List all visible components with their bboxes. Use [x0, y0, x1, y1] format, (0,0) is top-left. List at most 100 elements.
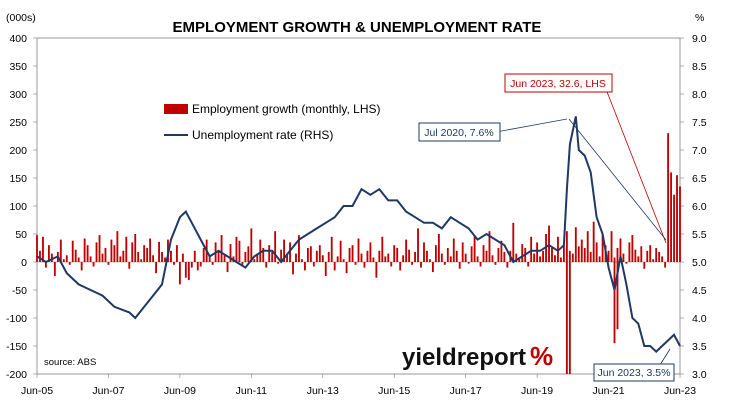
employment-bar	[378, 250, 381, 262]
employment-bar	[286, 255, 288, 262]
employment-bar	[476, 256, 479, 262]
left-tick-label: 400	[9, 33, 27, 45]
employment-bar	[640, 246, 643, 262]
employment-bar	[503, 251, 506, 262]
employment-bar	[327, 251, 330, 262]
employment-bar	[86, 245, 89, 262]
employment-bar	[339, 240, 342, 262]
employment-bar	[670, 172, 672, 262]
x-tick-label: Jun-23	[664, 385, 696, 397]
employment-bar	[607, 250, 610, 262]
left-tick-label: -50	[12, 285, 27, 297]
employment-bar	[565, 262, 568, 374]
employment-bar	[309, 246, 312, 262]
source-note: source: ABS	[44, 357, 96, 368]
employment-bar	[247, 246, 250, 262]
right-tick-label: 6.0	[692, 201, 707, 213]
annotation-jul2020: Jul 2020, 7.6%	[418, 118, 667, 241]
annotation-text: Jun 2023, 3.5%	[598, 367, 671, 379]
employment-bar	[68, 262, 71, 265]
employment-bar	[396, 248, 399, 262]
employment-bar	[610, 231, 613, 262]
employment-bar	[613, 257, 616, 262]
left-axis-label: (000s)	[6, 12, 36, 24]
employment-bar	[473, 235, 476, 262]
employment-bar	[342, 259, 345, 262]
right-tick-label: 5.5	[692, 229, 707, 241]
employment-bar	[113, 245, 116, 262]
employment-bar	[363, 262, 366, 268]
employment-bar	[652, 259, 655, 262]
employment-bar	[622, 253, 625, 262]
employment-bar	[571, 253, 574, 262]
left-tick-label: 0	[21, 257, 27, 269]
employment-bar	[137, 251, 140, 262]
employment-bar	[357, 238, 360, 262]
employment-bar	[458, 262, 461, 269]
employment-bar	[527, 262, 530, 267]
employment-bar	[217, 250, 220, 262]
employment-bar	[155, 262, 157, 274]
annotation-jun2023-rhs: Jun 2023, 3.5%	[593, 348, 675, 382]
legend-label-bars: Employment growth (monthly, LHS)	[192, 102, 381, 116]
employment-bar	[479, 262, 482, 267]
employment-bar	[470, 246, 473, 262]
employment-bar	[122, 250, 125, 262]
employment-bar	[315, 250, 318, 262]
employment-bar	[39, 250, 41, 262]
employment-bar	[235, 236, 238, 262]
annotation-leader	[659, 348, 671, 366]
employment-bar	[241, 262, 244, 265]
employment-bar	[387, 253, 390, 262]
employment-bar	[244, 251, 247, 262]
annotation-jun2023-lhs: Jun 2023, 32.6, LHS	[504, 73, 667, 244]
employment-bar	[512, 222, 515, 262]
employment-bar	[661, 256, 664, 262]
annotation-text: Jun 2023, 32.6, LHS	[510, 78, 606, 90]
employment-bar	[226, 262, 229, 273]
employment-bar	[393, 245, 396, 262]
employment-bar	[673, 194, 675, 262]
employment-bar	[637, 256, 640, 262]
employment-bar	[414, 251, 416, 262]
employment-bar	[631, 235, 634, 262]
employment-bar	[616, 262, 619, 330]
x-tick-label: Jun-05	[21, 385, 53, 397]
employment-bar	[128, 262, 131, 269]
employment-bar	[485, 250, 488, 262]
employment-bar	[536, 242, 539, 262]
employment-bar	[455, 250, 458, 262]
employment-bar	[259, 239, 262, 262]
employment-bar	[119, 256, 122, 262]
annotation-box	[504, 73, 613, 93]
employment-bar	[434, 245, 437, 262]
employment-bar	[306, 248, 309, 262]
employment-bar	[178, 262, 181, 285]
annotation-box	[593, 363, 675, 382]
employment-bar	[95, 242, 98, 262]
employment-bar	[420, 262, 422, 268]
employment-bar	[50, 253, 53, 262]
employment-bar	[301, 259, 303, 262]
employment-bar	[679, 186, 681, 262]
employment-bar	[443, 262, 446, 265]
x-tick-label: Jun-07	[92, 385, 124, 397]
employment-bar	[589, 251, 592, 262]
x-axis-ticks: Jun-05 Jun-07 Jun-09 Jun-11 Jun-13 Jun-15 Jun-…	[21, 374, 696, 397]
employment-bar	[77, 257, 80, 262]
employment-bar	[664, 262, 667, 268]
employment-bar	[146, 248, 149, 262]
left-tick-label: 50	[15, 229, 27, 241]
employment-bar	[140, 259, 143, 262]
employment-bar	[187, 262, 190, 280]
employment-bar	[175, 245, 178, 262]
employment-bar	[312, 262, 315, 267]
employment-bar	[65, 255, 68, 262]
right-tick-label: 9.0	[692, 33, 707, 45]
employment-bar	[101, 253, 104, 262]
annotation-text: Jul 2020, 7.6%	[424, 127, 493, 139]
employment-bar	[173, 262, 175, 265]
employment-bar	[488, 231, 491, 262]
employment-bar	[89, 256, 92, 262]
